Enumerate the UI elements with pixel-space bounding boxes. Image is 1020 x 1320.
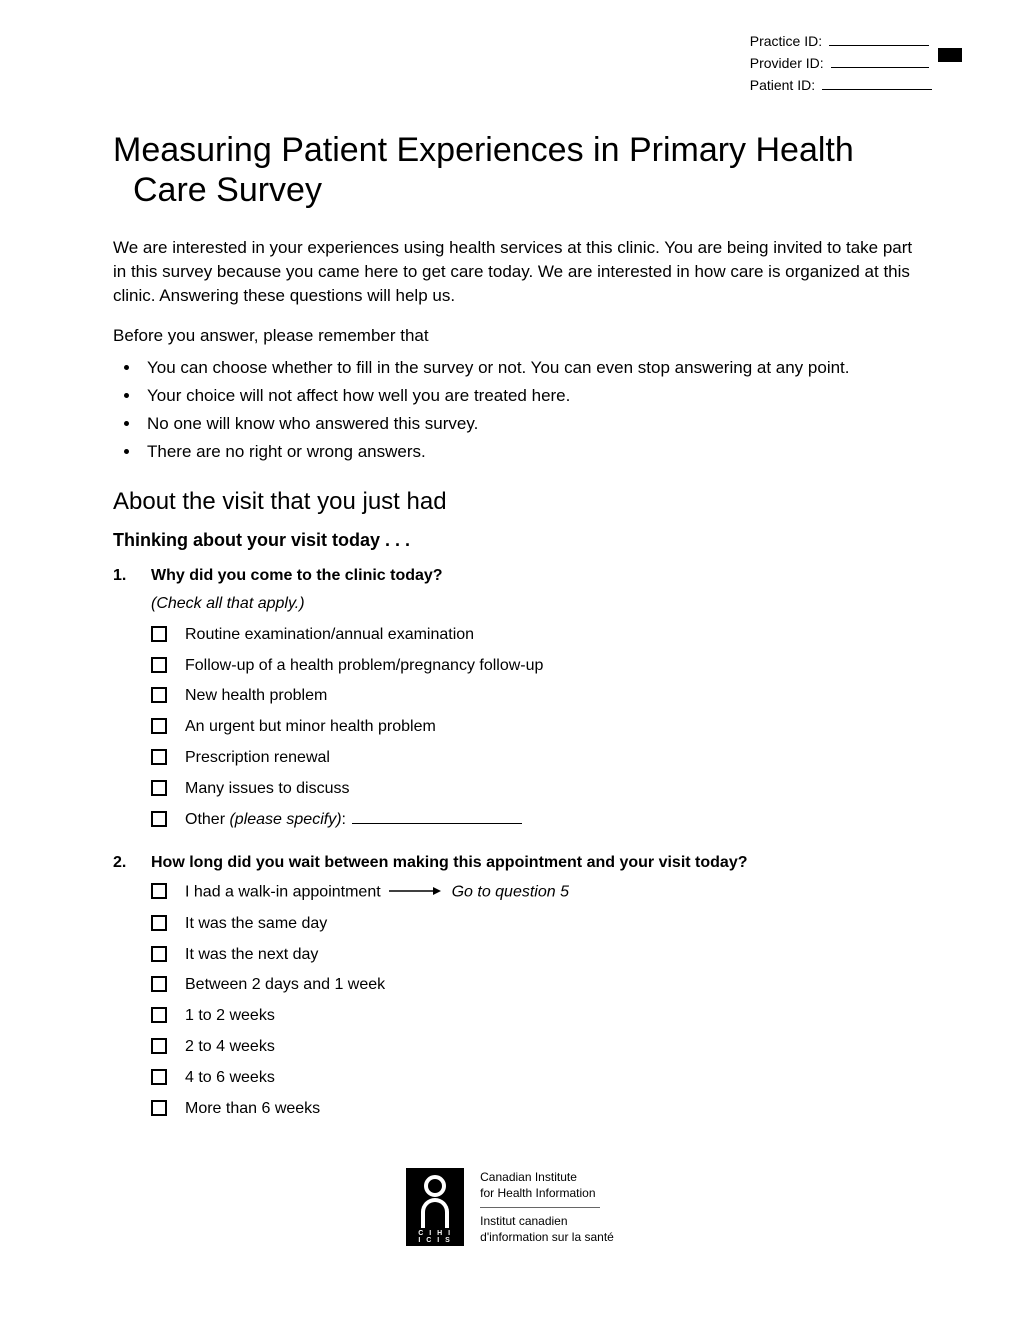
question-2: 2. How long did you wait between making … (113, 854, 920, 1129)
remember-item: There are no right or wrong answers. (141, 438, 920, 466)
q2-text: How long did you wait between making thi… (151, 854, 920, 872)
q2-number: 2. (113, 854, 151, 1129)
q1-option: Follow-up of a health problem/pregnancy … (185, 656, 543, 677)
checkbox-icon[interactable] (151, 915, 167, 931)
footer: C I H I I C I S Canadian Institute for H… (0, 1168, 1020, 1246)
remember-item: Your choice will not affect how well you… (141, 382, 920, 410)
patient-id-blank[interactable] (822, 89, 932, 90)
checkbox-icon[interactable] (151, 749, 167, 765)
patient-id-label: Patient ID: (750, 77, 815, 93)
q2-option: It was the same day (185, 914, 327, 935)
practice-id-blank[interactable] (829, 45, 929, 46)
q1-option: Many issues to discuss (185, 779, 350, 800)
remember-list: You can choose whether to fill in the su… (113, 354, 920, 466)
q2-option: 1 to 2 weeks (185, 1006, 275, 1027)
sub-heading: Thinking about your visit today . . . (113, 530, 920, 551)
checkbox-icon[interactable] (151, 1100, 167, 1116)
provider-id-blank[interactable] (831, 67, 929, 68)
checkbox-icon[interactable] (151, 687, 167, 703)
q1-text: Why did you come to the clinic today? (151, 567, 920, 585)
checkbox-icon[interactable] (151, 780, 167, 796)
q1-option: An urgent but minor health problem (185, 717, 436, 738)
q2-option: It was the next day (185, 945, 318, 966)
section-heading: About the visit that you just had (113, 488, 920, 516)
q1-option: New health problem (185, 686, 327, 707)
practice-id-label: Practice ID: (750, 33, 822, 49)
provider-id-label: Provider ID: (750, 55, 824, 71)
q2-option-walkin: I had a walk-in appointment Go to questi… (185, 882, 569, 903)
remember-lead: Before you answer, please remember that (113, 326, 920, 346)
id-fields: Practice ID: Provider ID: Patient ID: (750, 30, 932, 96)
cihi-logo: C I H I I C I S (406, 1168, 464, 1246)
other-specify-blank[interactable] (352, 823, 522, 824)
checkbox-icon[interactable] (151, 883, 167, 899)
q1-hint: (Check all that apply.) (151, 595, 920, 613)
q1-number: 1. (113, 567, 151, 841)
checkbox-icon[interactable] (151, 976, 167, 992)
q2-option: 4 to 6 weeks (185, 1068, 275, 1089)
checkbox-icon[interactable] (151, 1007, 167, 1023)
checkbox-icon[interactable] (151, 657, 167, 673)
page-title: Measuring Patient Experiences in Primary… (133, 130, 920, 210)
q2-option: Between 2 days and 1 week (185, 975, 385, 996)
checkbox-icon[interactable] (151, 626, 167, 642)
q1-option: Prescription renewal (185, 748, 330, 769)
corner-marker (938, 48, 962, 62)
q1-option-other: Other (please specify): (185, 810, 522, 831)
checkbox-icon[interactable] (151, 1038, 167, 1054)
q2-option: 2 to 4 weeks (185, 1037, 275, 1058)
checkbox-icon[interactable] (151, 946, 167, 962)
intro-paragraph: We are interested in your experiences us… (113, 236, 920, 307)
q2-option: More than 6 weeks (185, 1099, 320, 1120)
checkbox-icon[interactable] (151, 811, 167, 827)
checkbox-icon[interactable] (151, 718, 167, 734)
arrow-right-icon (389, 882, 441, 903)
q1-option: Routine examination/annual examination (185, 625, 474, 646)
remember-item: No one will know who answered this surve… (141, 410, 920, 438)
footer-org-name: Canadian Institute for Health Informatio… (480, 1169, 614, 1245)
remember-item: You can choose whether to fill in the su… (141, 354, 920, 382)
checkbox-icon[interactable] (151, 1069, 167, 1085)
question-1: 1. Why did you come to the clinic today?… (113, 567, 920, 841)
